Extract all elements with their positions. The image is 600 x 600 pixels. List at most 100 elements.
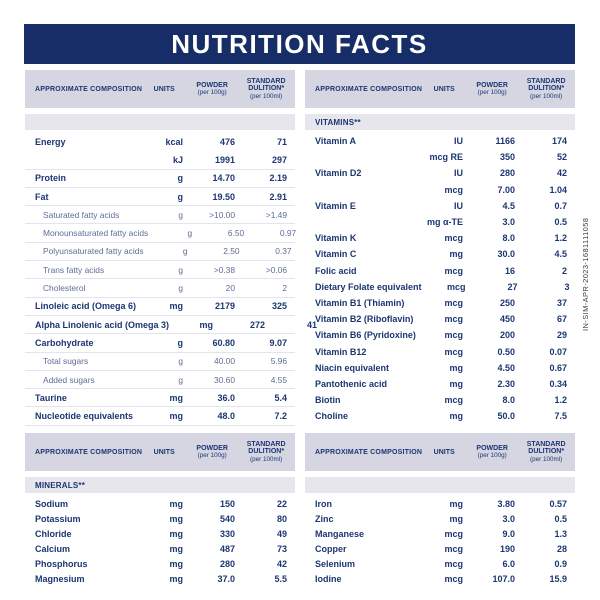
table-row: kJ 1991 297 bbox=[25, 151, 295, 170]
row-standard-value: 2 bbox=[282, 283, 287, 294]
table-row: Cholesterol g 20 2 bbox=[25, 279, 295, 298]
row-standard-value: 0.97 bbox=[279, 228, 297, 239]
row-units: mcg bbox=[444, 573, 463, 584]
row-label: Vitamin C bbox=[315, 249, 357, 260]
row-standard-value: 5.96 bbox=[270, 356, 287, 367]
standard-label-2: DULITION* bbox=[248, 448, 285, 456]
row-label: Calcium bbox=[35, 543, 71, 554]
row-units: mcg bbox=[444, 297, 463, 308]
row-standard-value: 0.34 bbox=[549, 378, 567, 389]
standard-sublabel: (per 100ml) bbox=[530, 455, 563, 463]
batch-code-vertical-text: IN-SIM-APR-2023-1681111058 bbox=[581, 217, 590, 331]
table-row: Potassium mg 540 80 bbox=[25, 511, 295, 526]
table-header-row: APPROXIMATE COMPOSITION UNITS POWDER (per 1… bbox=[25, 70, 295, 108]
table-row: Dietary Folate equivalent mcg 27 3 bbox=[305, 279, 575, 295]
table-row: Choline mg 50.0 7.5 bbox=[305, 408, 575, 424]
row-powder-value: >0.38 bbox=[213, 264, 235, 275]
column-header-composition: APPROXIMATE COMPOSITION bbox=[35, 85, 143, 93]
table-row: Chloride mg 330 49 bbox=[25, 526, 295, 541]
standard-label-1: STANDARD bbox=[526, 77, 566, 85]
column-header-standard-dilution: STANDARD DULITION* (per 100ml) bbox=[238, 441, 294, 464]
table-row: Iodine mcg 107.0 15.9 bbox=[305, 571, 575, 586]
row-powder-value: 6.50 bbox=[227, 228, 245, 239]
row-standard-value: 28 bbox=[556, 543, 567, 554]
row-units: g bbox=[178, 374, 183, 385]
table-row: Copper mcg 190 28 bbox=[305, 541, 575, 556]
row-powder-value: 330 bbox=[219, 528, 235, 539]
row-standard-value: >1.49 bbox=[265, 209, 287, 220]
table-vitamins: APPROXIMATE COMPOSITION UNITS POWDER (per 1… bbox=[305, 70, 575, 424]
table-row: Nucleotide equivalents mg 48.0 7.2 bbox=[25, 407, 295, 426]
row-powder-value: 8.0 bbox=[502, 233, 515, 244]
row-powder-value: 190 bbox=[499, 543, 515, 554]
column-header-composition: APPROXIMATE COMPOSITION bbox=[315, 85, 423, 93]
nutrition-facts-title-band: NUTRITION FACTS bbox=[24, 24, 575, 64]
row-label: Vitamin B1 (Thiamin) bbox=[315, 297, 405, 308]
row-standard-value: 37 bbox=[556, 297, 567, 308]
table-minerals-continued: APPROXIMATE COMPOSITION UNITS POWDER (per 1… bbox=[305, 433, 575, 586]
table-row: Pantothenic acid mg 2.30 0.34 bbox=[305, 376, 575, 392]
row-label: Added sugars bbox=[43, 374, 95, 385]
row-units: mg bbox=[449, 498, 464, 509]
table-row: Calcium mg 487 73 bbox=[25, 541, 295, 556]
row-label: Cholesterol bbox=[43, 283, 86, 294]
table-row: Taurine mg 36.0 5.4 bbox=[25, 389, 295, 408]
row-powder-value: 1166 bbox=[495, 136, 515, 147]
table-row: Sodium mg 150 22 bbox=[25, 496, 295, 511]
row-powder-value: 450 bbox=[499, 314, 515, 325]
row-units: mg bbox=[449, 411, 464, 422]
row-standard-value: 0.5 bbox=[554, 513, 567, 524]
row-units: mg bbox=[449, 378, 464, 389]
row-powder-value: 250 bbox=[499, 297, 515, 308]
row-label: Nucleotide equivalents bbox=[35, 411, 134, 422]
table-row: Phosphorus mg 280 42 bbox=[25, 556, 295, 571]
table-row: Polyunsaturated fatty acids g 2.50 0.37 bbox=[25, 243, 295, 262]
row-label: Vitamin B6 (Pyridoxine) bbox=[315, 330, 416, 341]
standard-sublabel: (per 100ml) bbox=[530, 92, 563, 100]
powder-label: POWDER bbox=[476, 81, 508, 89]
table-row: Vitamin A IU 1166 174 bbox=[305, 133, 575, 149]
standard-sublabel: (per 100ml) bbox=[250, 455, 283, 463]
row-powder-value: 272 bbox=[250, 319, 266, 330]
row-units: IU bbox=[454, 168, 463, 179]
row-units: mg bbox=[449, 249, 464, 260]
row-standard-value: 297 bbox=[271, 154, 287, 165]
row-units: mcg bbox=[444, 395, 463, 406]
table-rows: Vitamin A IU 1166 174 mcg RE 350 52 Vitamin D2 I… bbox=[305, 133, 575, 424]
row-standard-value: 3 bbox=[564, 281, 570, 292]
row-units: mg bbox=[169, 301, 184, 312]
row-standard-value: 4.55 bbox=[270, 374, 287, 385]
row-powder-value: 107.0 bbox=[492, 573, 515, 584]
row-units: kJ bbox=[172, 154, 183, 165]
section-title: MINERALS** bbox=[35, 480, 86, 490]
column-header-units: UNITS bbox=[153, 85, 175, 93]
column-header-units: UNITS bbox=[433, 85, 455, 93]
row-standard-value: 9.07 bbox=[269, 337, 287, 348]
row-powder-value: 280 bbox=[219, 558, 235, 569]
table-row: Carbohydrate g 60.80 9.07 bbox=[25, 334, 295, 353]
table-row: Vitamin B12 mcg 0.50 0.07 bbox=[305, 343, 575, 359]
row-label: Polyunsaturated fatty acids bbox=[43, 246, 144, 257]
table-header-row: APPROXIMATE COMPOSITION UNITS POWDER (per 1… bbox=[25, 433, 295, 471]
section-band bbox=[25, 114, 295, 130]
row-label: Pantothenic acid bbox=[315, 378, 388, 389]
row-label: Vitamin K bbox=[315, 233, 357, 244]
column-header-units: UNITS bbox=[433, 448, 455, 456]
row-powder-value: 3.0 bbox=[502, 217, 515, 228]
row-units: mg bbox=[449, 513, 464, 524]
section-title: VITAMINS** bbox=[315, 117, 361, 127]
row-standard-value: 1.04 bbox=[549, 184, 567, 195]
table-row: Iron mg 3.80 0.57 bbox=[305, 496, 575, 511]
standard-sublabel: (per 100ml) bbox=[250, 92, 283, 100]
table-row: Monounsaturated fatty acids g 6.50 0.97 bbox=[25, 224, 297, 243]
table-row: Energy kcal 476 71 bbox=[25, 133, 295, 151]
section-band: MINERALS** bbox=[25, 477, 295, 493]
table-approximate-composition: APPROXIMATE COMPOSITION UNITS POWDER (per 1… bbox=[25, 70, 317, 426]
table-row: Vitamin B6 (Pyridoxine) mcg 200 29 bbox=[305, 327, 575, 343]
row-standard-value: 5.5 bbox=[274, 573, 287, 584]
row-units: mcg bbox=[444, 543, 463, 554]
row-standard-value: 29 bbox=[556, 330, 567, 341]
row-units: mcg bbox=[444, 558, 463, 569]
row-standard-value: 174 bbox=[551, 136, 567, 147]
row-standard-value: 1.3 bbox=[554, 528, 567, 539]
